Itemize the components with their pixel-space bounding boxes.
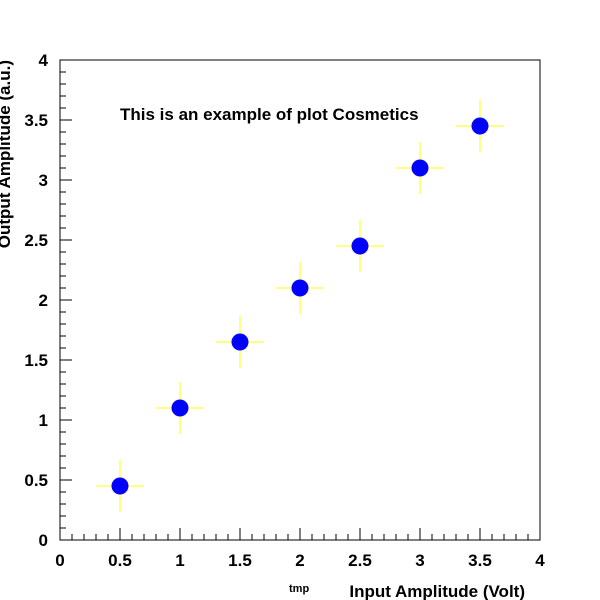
x-tick-label: 1.5 [228,551,252,570]
x-tick-label: 0 [55,551,64,570]
tmp-label: tmp [289,583,309,595]
y-tick-labels: 0 0.5 1 1.5 2 2.5 3 3.5 4 [24,51,48,550]
x-tick-label: 3 [415,551,424,570]
x-tick-label: 3.5 [468,551,492,570]
y-tick-label: 1.5 [24,351,48,370]
y-tick-label: 1 [39,411,48,430]
data-point [216,315,264,369]
y-tick-label: 3 [39,171,48,190]
data-point [156,381,204,435]
data-point [336,219,384,273]
plot-title: This is an example of plot Cosmetics [120,105,419,124]
data-point [456,99,504,153]
x-tick-label: 2 [295,551,304,570]
point-marker [111,477,129,495]
y-tick-label: 3.5 [24,111,48,130]
data-points [96,99,504,513]
data-point [276,261,324,315]
y-tick-label: 0 [39,531,48,550]
point-marker [351,237,369,255]
x-tick-labels: 0 0.5 1 1.5 2 2.5 3 3.5 4 [55,551,545,570]
point-marker [471,117,489,135]
data-point [96,459,144,513]
x-tick-label: 4 [535,551,545,570]
tick-marks [59,59,541,541]
y-tick-label: 4 [39,51,49,70]
x-tick-label: 2.5 [348,551,372,570]
point-marker [411,159,429,177]
data-point [396,141,444,195]
x-tick-label: 1 [175,551,184,570]
y-tick-label: 0.5 [24,471,48,490]
point-marker [171,399,189,417]
point-marker [291,279,309,297]
x-axis-title: Input Amplitude (Volt) [349,582,525,600]
y-tick-label: 2 [39,291,48,310]
y-axis-title: Output Amplitude (a.u.) [0,60,14,248]
x-tick-label: 0.5 [108,551,132,570]
y-tick-label: 2.5 [24,231,48,250]
point-marker [231,333,249,351]
